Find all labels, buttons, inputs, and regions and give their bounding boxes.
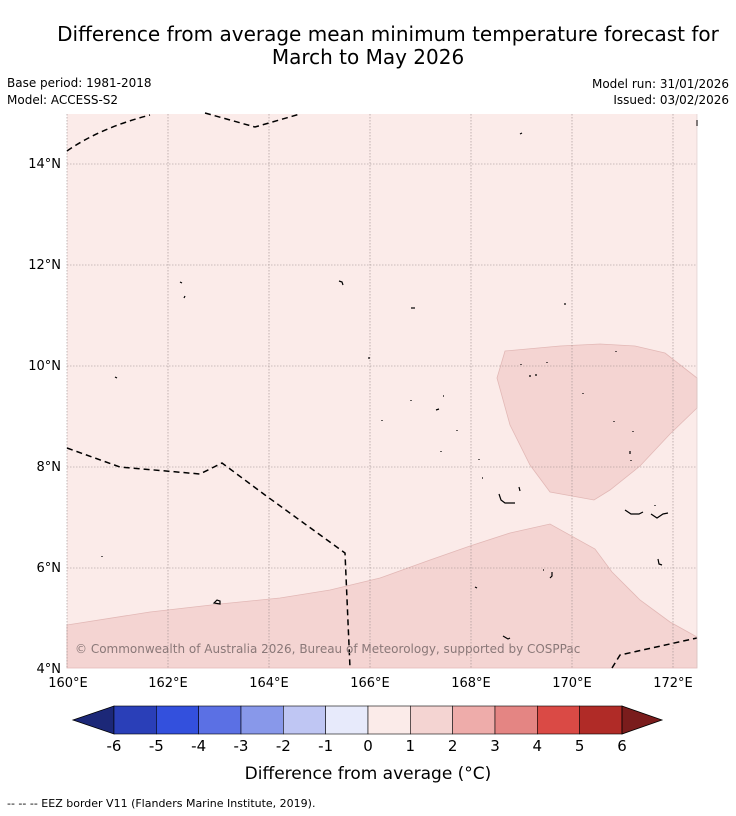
colorbar-tick-label: 2: [448, 737, 458, 755]
lat-label: 10°N: [28, 359, 61, 374]
lon-label: 172°E: [653, 676, 693, 691]
warm-anomaly-region-north: [496, 343, 698, 501]
colorbar-segment: [410, 705, 453, 735]
colorbar-tick-label: -5: [149, 737, 164, 755]
colorbar-tick-label: -2: [276, 737, 291, 755]
colorbar-segment: [113, 705, 157, 735]
colorbar-segment: [325, 705, 369, 735]
issued-date: Issued: 03/02/2026: [613, 93, 729, 107]
model-run: Model run: 31/01/2026: [591, 77, 729, 91]
colorbar-segment: [198, 705, 242, 735]
colorbar-tick-label: 3: [490, 737, 500, 755]
lon-label: 162°E: [148, 676, 188, 691]
lat-label: 8°N: [37, 460, 62, 475]
copyright-text: © Commonwealth of Australia 2026, Bureau…: [75, 642, 580, 656]
colorbar-tick-label: -4: [191, 737, 206, 755]
colorbar-segment: [240, 705, 284, 735]
colorbar-segment: [537, 705, 580, 735]
colorbar-tick-label: 6: [617, 737, 627, 755]
colorbar-tick-label: -6: [107, 737, 122, 755]
colorbar-tick-label: -3: [234, 737, 249, 755]
forecast-map: © Commonwealth of Australia 2026, Bureau…: [28, 112, 698, 755]
colorbar-extend-low: [71, 705, 115, 735]
colorbar-tick-label: 4: [533, 737, 543, 755]
lon-label: 170°E: [552, 676, 592, 691]
colorbar-extend-high: [621, 705, 664, 735]
base-period: Base period: 1981-2018: [7, 76, 152, 90]
colorbar-segment: [579, 705, 623, 735]
graticule: [66, 114, 697, 668]
colorbar-tick-label: 0: [363, 737, 373, 755]
colorbar-tick-label: 5: [575, 737, 585, 755]
islands: [101, 132, 669, 640]
lat-label: 12°N: [28, 258, 61, 273]
lat-label: 14°N: [28, 157, 61, 172]
model-name: Model: ACCESS-S2: [7, 93, 119, 107]
colorbar-label: Difference from average (°C): [244, 764, 492, 784]
colorbar-segment: [156, 705, 199, 735]
colorbar-tick-label: 1: [406, 737, 416, 755]
colorbar-segment: [452, 705, 496, 735]
lon-label: 164°E: [249, 676, 289, 691]
colorbar-segment: [283, 705, 326, 735]
lat-label: 4°N: [37, 662, 62, 677]
colorbar-segment: [494, 705, 538, 735]
colorbar-segment: [367, 705, 411, 735]
lon-label: 168°E: [451, 676, 491, 691]
eez-footnote: -- -- -- EEZ border V11 (Flanders Marine…: [7, 797, 316, 810]
lon-label: 166°E: [350, 676, 390, 691]
colorbar-tick-label: -1: [318, 737, 333, 755]
map-title-line2: March to May 2026: [271, 45, 465, 69]
map-title-line1: Difference from average mean minimum tem…: [57, 22, 719, 46]
lon-label: 160°E: [48, 676, 88, 691]
lat-label: 6°N: [37, 561, 62, 576]
colorbar: [71, 705, 664, 735]
colorbar-ticks: -6 -5 -4 -3 -2 -1 0 1 2 3 4 5 6: [107, 737, 627, 755]
